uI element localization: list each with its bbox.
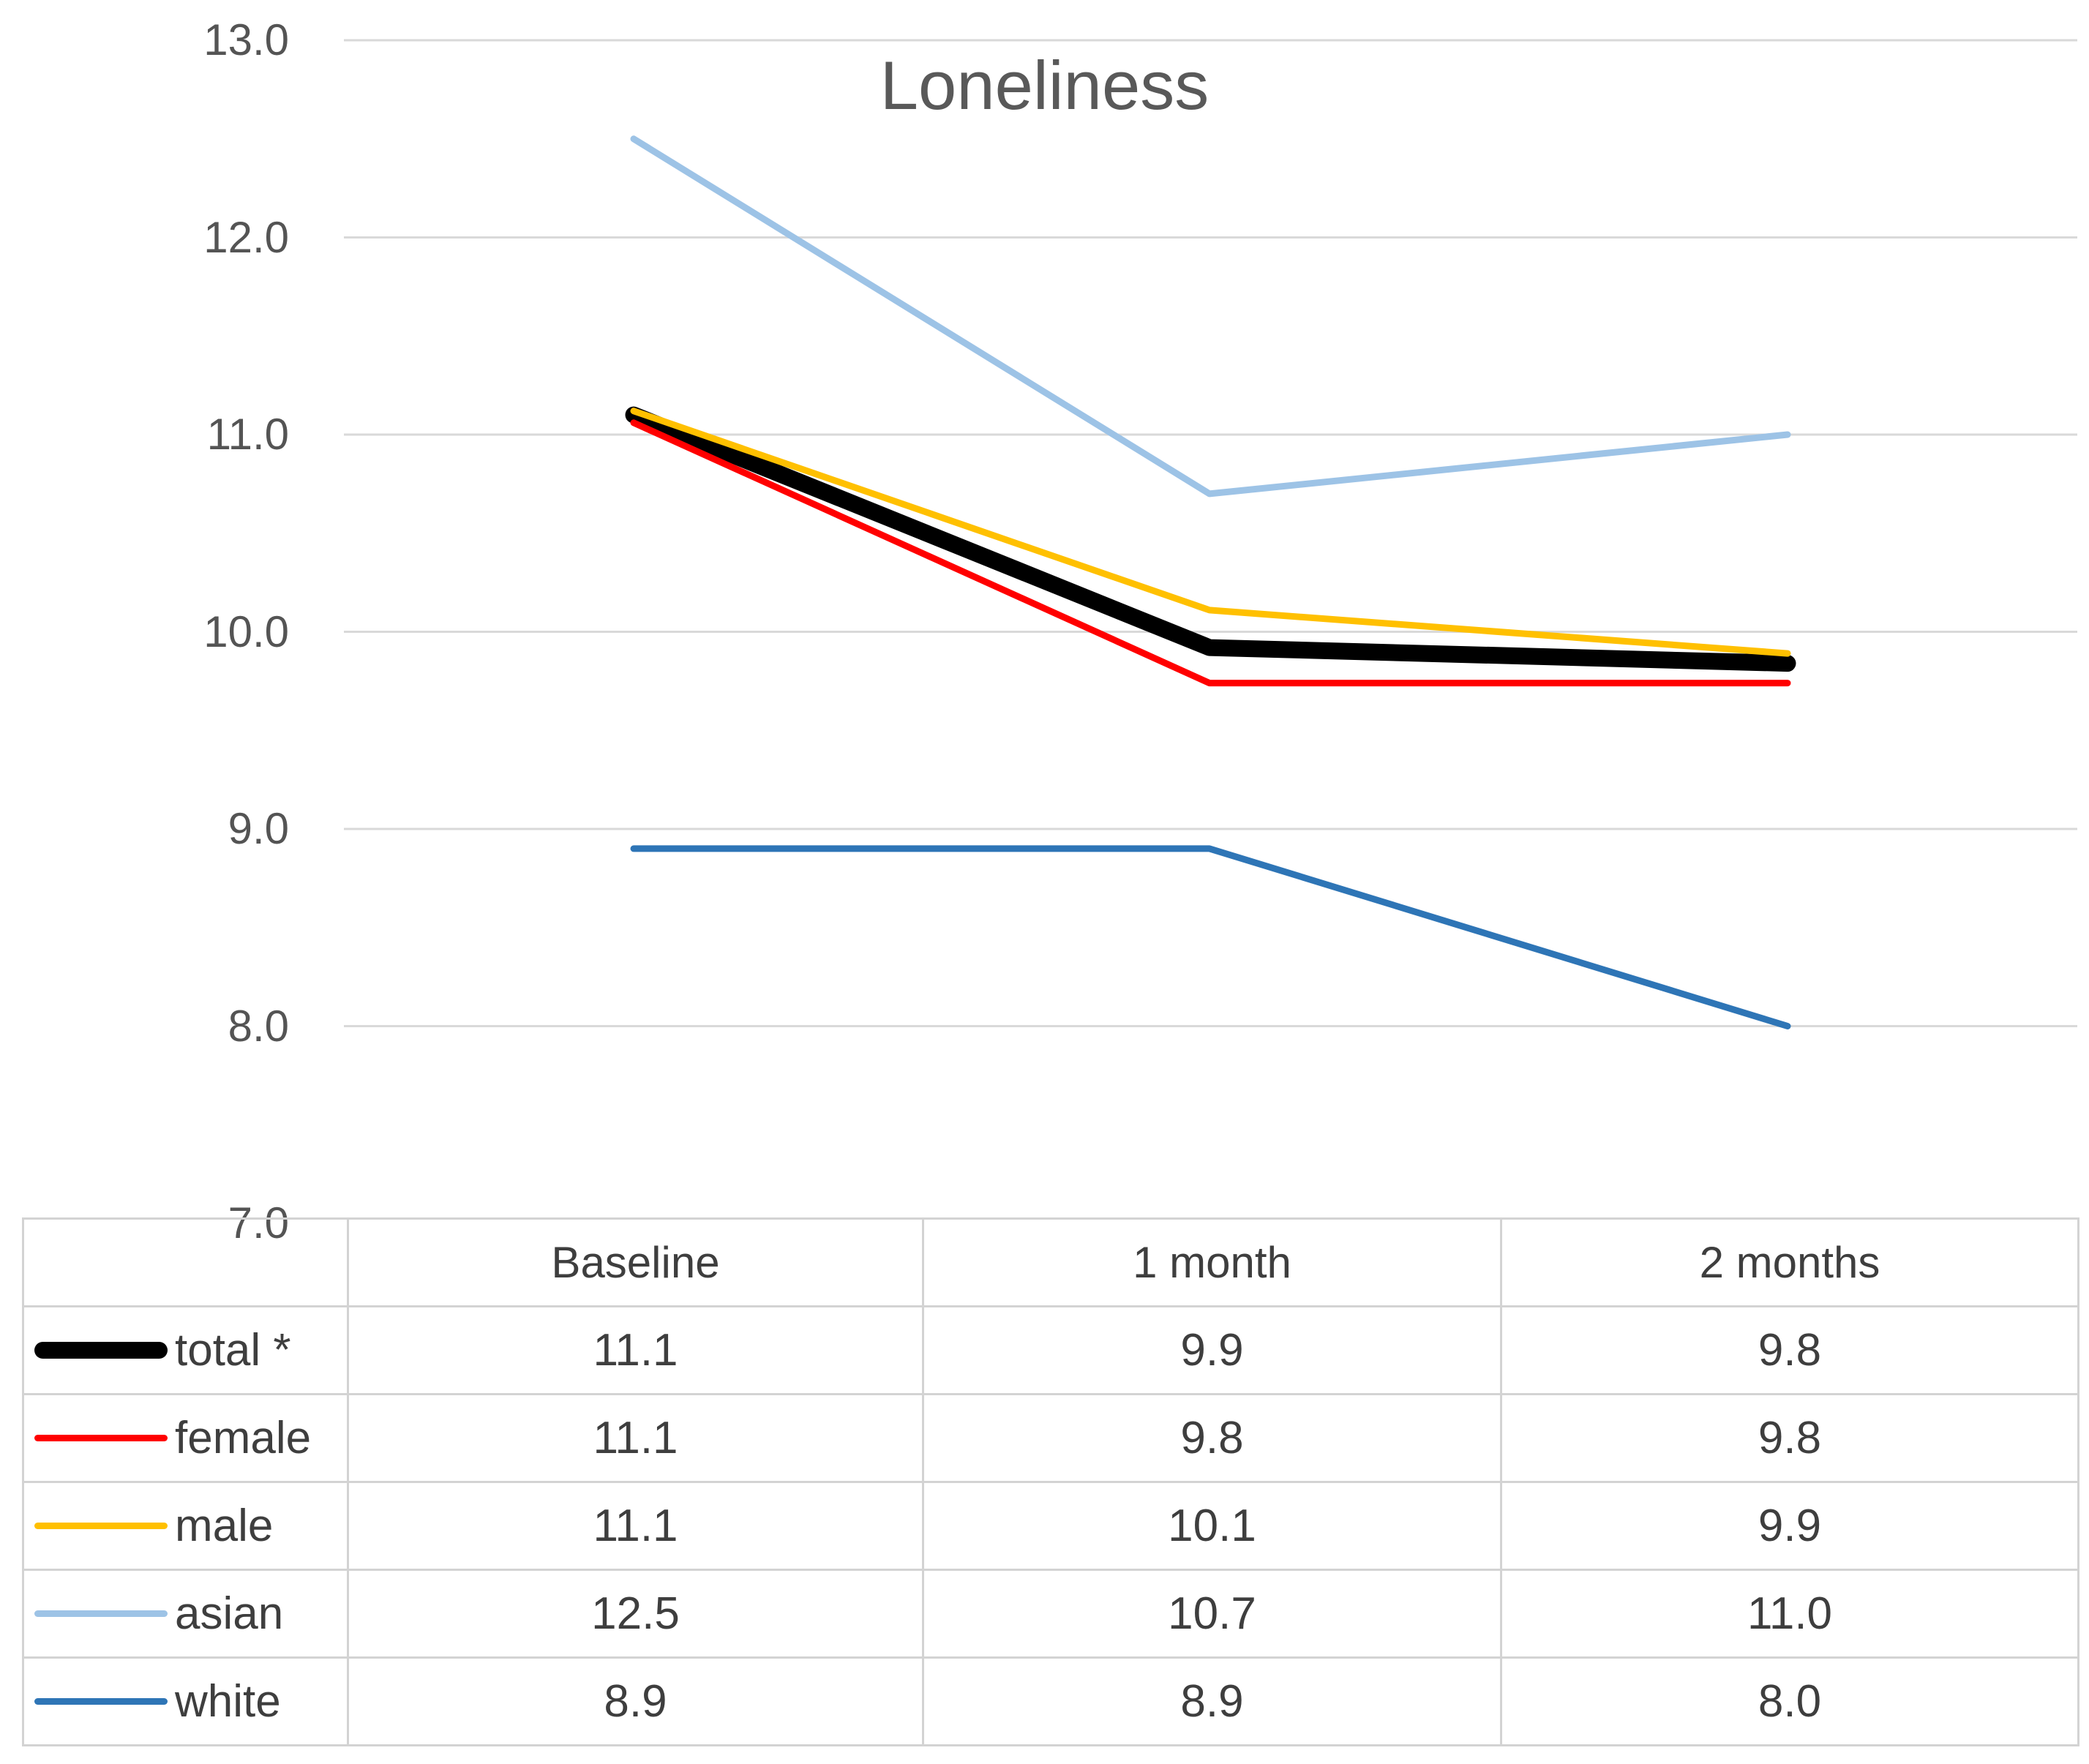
y-axis-label-12.0: 12.0 xyxy=(203,212,289,262)
value-male-baseline: 11.1 xyxy=(347,1481,924,1571)
value-total-baseline: 11.1 xyxy=(347,1305,924,1395)
legend-line-swatch-male xyxy=(34,1523,168,1529)
table-row-total: total * 11.1 9.9 9.8 xyxy=(22,1305,2079,1395)
value-white-1month: 8.9 xyxy=(922,1656,1502,1746)
table-row-white: white 8.9 8.9 8.0 xyxy=(22,1656,2079,1746)
chart-title: Loneliness xyxy=(880,47,1209,124)
chart-data-table: Baseline 1 month 2 months total * 11.1 9.9 9.… xyxy=(22,1217,2079,1746)
value-male-1month: 10.1 xyxy=(922,1481,1502,1571)
legend-line-swatch-asian xyxy=(34,1610,168,1617)
series-line-white xyxy=(630,845,1791,1029)
table-row-female: female 11.1 9.8 9.8 xyxy=(22,1393,2079,1483)
legend-line-swatch-white xyxy=(34,1698,168,1705)
y-axis-label-13.0: 13.0 xyxy=(203,15,289,64)
table-header-row: Baseline 1 month 2 months xyxy=(22,1217,2079,1307)
legend-item-white: white xyxy=(22,1656,349,1746)
value-male-2months: 9.9 xyxy=(1500,1481,2079,1571)
series-line-male xyxy=(630,408,1791,657)
series-line-asian xyxy=(630,135,1791,498)
value-asian-2months: 11.0 xyxy=(1500,1569,2079,1659)
legend-label-total: total * xyxy=(175,1325,291,1375)
legend-item-asian: asian xyxy=(22,1569,349,1659)
legend-item-female: female xyxy=(22,1393,349,1483)
value-white-2months: 8.0 xyxy=(1500,1656,2079,1746)
value-female-baseline: 11.1 xyxy=(347,1393,924,1483)
table-row-asian: asian 12.5 10.7 11.0 xyxy=(22,1569,2079,1659)
column-header-2months: 2 months xyxy=(1500,1217,2079,1307)
legend-column-blank-corner xyxy=(22,1217,349,1307)
value-white-baseline: 8.9 xyxy=(347,1656,924,1746)
y-axis-label-9.0: 9.0 xyxy=(228,804,289,853)
legend-item-total: total * xyxy=(22,1305,349,1395)
value-asian-1month: 10.7 xyxy=(922,1569,1502,1659)
column-header-baseline: Baseline xyxy=(347,1217,924,1307)
y-axis-label-10.0: 10.0 xyxy=(203,607,289,656)
value-total-1month: 9.9 xyxy=(922,1305,1502,1395)
y-axis-label-8.0: 8.0 xyxy=(228,1001,289,1051)
legend-label-white: white xyxy=(175,1676,281,1727)
value-asian-baseline: 12.5 xyxy=(347,1569,924,1659)
value-female-2months: 9.8 xyxy=(1500,1393,2079,1483)
y-axis-label-11.0: 11.0 xyxy=(206,410,289,459)
column-header-1month: 1 month xyxy=(922,1217,1502,1307)
legend-line-swatch-total xyxy=(34,1342,168,1359)
value-female-1month: 9.8 xyxy=(922,1393,1502,1483)
series-line-total xyxy=(625,406,1796,672)
legend-item-male: male xyxy=(22,1481,349,1571)
series-line-female xyxy=(630,419,1791,687)
legend-line-swatch-female xyxy=(34,1435,168,1441)
legend-label-asian: asian xyxy=(175,1588,284,1639)
value-total-2months: 9.8 xyxy=(1500,1305,2079,1395)
table-row-male: male 11.1 10.1 9.9 xyxy=(22,1481,2079,1571)
legend-label-female: female xyxy=(175,1413,312,1463)
legend-label-male: male xyxy=(175,1501,274,1551)
